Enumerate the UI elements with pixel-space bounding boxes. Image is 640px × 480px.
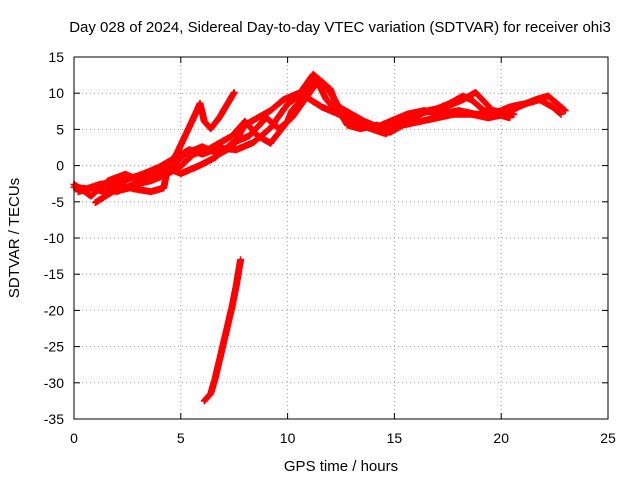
- x-axis-label: GPS time / hours: [284, 458, 398, 475]
- y-tick-label: -20: [44, 302, 64, 318]
- x-tick-label: 15: [387, 430, 403, 446]
- y-axis-label: SDTVAR / TECUs: [6, 178, 23, 298]
- x-tick-label: 5: [177, 430, 185, 446]
- y-tick-label: 5: [56, 121, 64, 137]
- data-series-track-1: [70, 73, 514, 193]
- x-tick-label: 0: [70, 430, 78, 446]
- chart-title: Day 028 of 2024, Sidereal Day-to-day VTE…: [69, 19, 611, 36]
- y-tick-label: -30: [44, 375, 64, 391]
- y-tick-label: -35: [44, 411, 64, 427]
- x-tick-label: 10: [280, 430, 296, 446]
- y-tick-label: -5: [52, 194, 65, 210]
- data-series-track-6: [200, 256, 245, 405]
- x-tick-label: 20: [493, 430, 509, 446]
- x-tick-label: 25: [600, 430, 616, 446]
- data-markers: [113, 92, 565, 196]
- data-markers: [200, 256, 245, 405]
- y-tick-label: 0: [56, 158, 64, 174]
- y-tick-label: -15: [44, 266, 64, 282]
- y-tick-label: 15: [48, 49, 64, 65]
- y-tick-label: 10: [48, 85, 64, 101]
- data-layer: [70, 70, 569, 405]
- y-tick-label: -10: [44, 230, 64, 246]
- tick-layer: 0 5 10 15 20 25 -35 -30 -25 -20 -15 -10 -5 0 5 10 15: [44, 49, 616, 446]
- data-markers: [70, 73, 514, 193]
- data-series-track-5: [113, 92, 565, 196]
- y-tick-label: -25: [44, 339, 64, 355]
